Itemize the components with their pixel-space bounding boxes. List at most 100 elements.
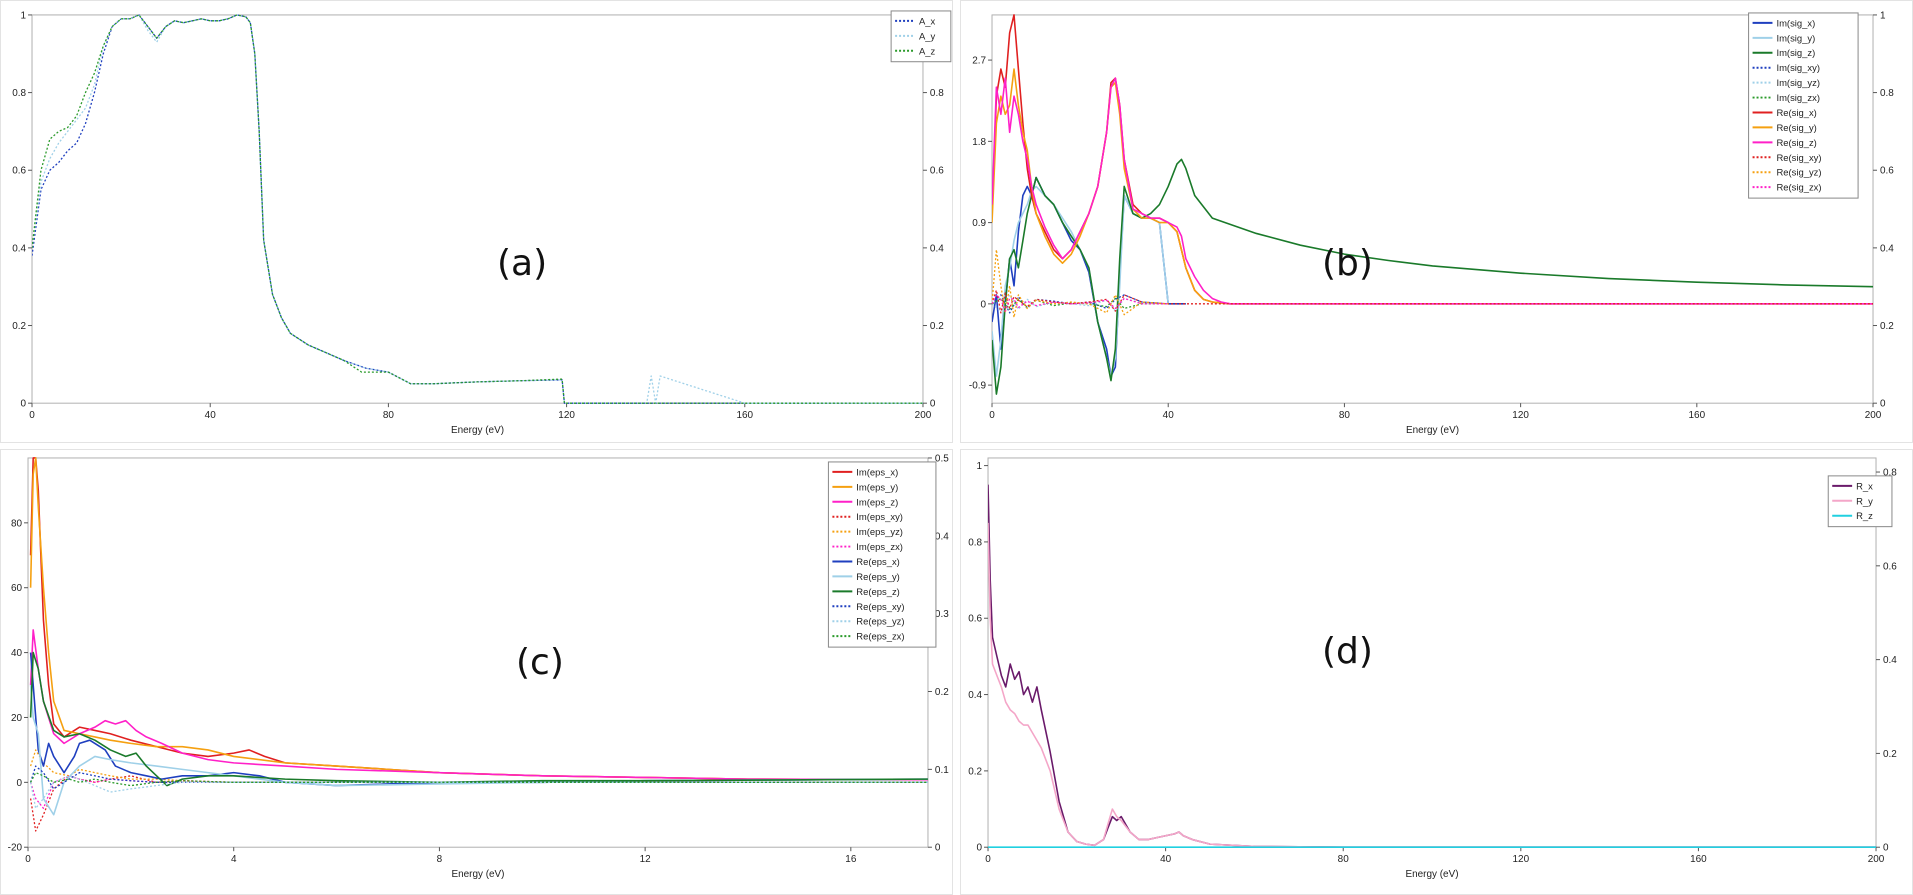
legend: Im(sig_x) Im(sig_y) Im(sig_z) Im(sig_xy) Im(… xyxy=(1748,12,1859,199)
plot-area xyxy=(987,457,1877,848)
series-line-Im(sig_zx) xyxy=(992,297,1169,310)
legend-label: Re(eps_xy) xyxy=(856,602,904,613)
panel-label: (b) xyxy=(1322,243,1373,284)
series-line-Im(eps_z) xyxy=(29,629,928,781)
y-tick-label: 1 xyxy=(21,10,27,21)
legend-label: Im(sig_z) xyxy=(1776,48,1815,59)
y-tick-label: 0.2 xyxy=(12,321,26,332)
series-line-Re(sig_z) xyxy=(992,77,1874,305)
series-line-R_x xyxy=(988,484,1877,849)
legend-label: Im(eps_x) xyxy=(856,467,898,478)
y2-tick-label: 0.5 xyxy=(935,453,949,464)
y2-tick-label: 0.3 xyxy=(935,609,949,620)
y-tick-label: 0 xyxy=(21,399,27,410)
legend-label: Im(sig_yz) xyxy=(1776,78,1820,89)
x-tick-label: 200 xyxy=(1865,410,1882,421)
panel-c: 0 4 8 12 16 Energy (eV) -20 0 20 40 60 80 0 0.1 0.2 0.3… xyxy=(0,449,953,895)
series-line-Im(sig_z) xyxy=(992,158,1874,395)
plot-area xyxy=(27,457,929,848)
series-line-Re(eps_zx) xyxy=(30,771,928,787)
series-line-Im(eps_y) xyxy=(29,457,928,781)
chart-a: 0 40 80 120 160 200 Energy (eV) 0 0.2 0.4 0.6 0.8 1 0… xyxy=(12,10,952,436)
legend-label: Im(eps_z) xyxy=(856,497,898,508)
y2-tick-label: 0.8 xyxy=(1883,468,1897,479)
series-line-A_z xyxy=(32,14,923,404)
legend-label: A_x xyxy=(919,16,936,27)
legend: Im(eps_x) Im(eps_y) Im(eps_z) Im(eps_xy) Im(… xyxy=(827,461,937,648)
series-line-Re(sig_xy) xyxy=(992,289,1874,314)
y-tick-label: 0 xyxy=(977,843,983,854)
series-line-Im(eps_x) xyxy=(29,457,928,781)
y-tick-label: 0.4 xyxy=(12,243,26,254)
series-line-Re(sig_yz) xyxy=(992,249,1169,319)
series-line-Re(eps_yz) xyxy=(29,775,928,809)
y-tick-label: 0.8 xyxy=(12,88,26,99)
y-tick-label: 60 xyxy=(11,583,23,594)
legend-label: Re(eps_y) xyxy=(856,572,900,583)
series-group xyxy=(29,457,928,832)
y2-tick-label: 0.4 xyxy=(1880,243,1894,254)
legend-label: Re(sig_x) xyxy=(1776,108,1816,119)
legend-label: Re(eps_z) xyxy=(856,587,900,598)
legend: A_x A_y A_z xyxy=(890,10,952,63)
y-tick-label: 1 xyxy=(977,461,983,472)
series-group xyxy=(992,14,1874,395)
y-tick-label: 0.2 xyxy=(968,766,982,777)
legend-label: Re(eps_zx) xyxy=(856,632,904,643)
legend-label: A_z xyxy=(919,46,936,57)
legend-label: Im(eps_xy) xyxy=(856,512,903,523)
y2-tick-label: 0 xyxy=(930,399,936,410)
y2-tick-label: 0.8 xyxy=(930,88,944,99)
y2-tick-label: 0.2 xyxy=(1883,749,1897,760)
x-axis-label: Energy (eV) xyxy=(1406,869,1459,880)
series-line-Im(sig_y) xyxy=(992,185,1170,377)
y-tick-label: 2.7 xyxy=(972,56,986,67)
plot-area xyxy=(31,14,924,404)
x-tick-label: 0 xyxy=(25,854,31,865)
y2-tick-label: 0.8 xyxy=(1880,88,1894,99)
y2-tick-label: 1 xyxy=(1880,10,1886,21)
y-tick-label: 0 xyxy=(981,299,987,310)
legend-label: A_y xyxy=(919,31,936,42)
series-line-Re(sig_zx) xyxy=(992,294,1169,312)
legend-label: Re(eps_x) xyxy=(856,557,900,568)
x-tick-label: 16 xyxy=(845,854,857,865)
y-tick-label: -20 xyxy=(8,843,23,854)
x-tick-label: 0 xyxy=(29,410,35,421)
x-tick-label: 40 xyxy=(1163,410,1175,421)
chart-b: 0 40 80 120 160 200 Energy (eV) -0.9 0 0.9 1.8 2.7 0… xyxy=(969,10,1894,436)
series-line-Re(eps_xy) xyxy=(29,765,928,790)
y-tick-label: 1.8 xyxy=(972,137,986,148)
y2-tick-label: 0.4 xyxy=(935,531,949,542)
x-tick-label: 80 xyxy=(1338,854,1350,865)
legend-label: Im(eps_y) xyxy=(856,482,898,493)
panel-label: (d) xyxy=(1322,631,1373,672)
series-line-A_y xyxy=(32,14,923,404)
x-tick-label: 0 xyxy=(989,410,995,421)
panel-b: 0 40 80 120 160 200 Energy (eV) -0.9 0 0.9 1.8 2.7 0… xyxy=(960,0,1913,443)
x-tick-label: 120 xyxy=(1513,854,1530,865)
series-line-Re(eps_y) xyxy=(29,684,928,816)
series-line-R_y xyxy=(988,522,1877,849)
x-axis-label: Energy (eV) xyxy=(451,425,504,436)
x-axis-label: Energy (eV) xyxy=(451,869,504,880)
series-line-Im(eps_yz) xyxy=(29,749,928,783)
legend-label: Im(sig_zx) xyxy=(1776,93,1820,104)
y2-tick-label: 0.4 xyxy=(930,243,944,254)
legend-label: Re(eps_yz) xyxy=(856,617,904,628)
chart-d: 0 40 80 120 160 200 Energy (eV) 0 0.2 0.4 0.6 0.8 1 0… xyxy=(968,457,1897,880)
y2-tick-label: 0 xyxy=(1880,399,1886,410)
y2-tick-label: 0 xyxy=(935,843,941,854)
panel-label: (a) xyxy=(497,243,548,284)
x-tick-label: 4 xyxy=(231,854,237,865)
series-line-Re(eps_z) xyxy=(29,651,928,787)
series-group xyxy=(988,484,1877,849)
x-tick-label: 80 xyxy=(383,410,395,421)
legend-label: Re(sig_yz) xyxy=(1776,168,1821,179)
y-tick-label: 0.8 xyxy=(968,537,982,548)
legend-label: Im(eps_zx) xyxy=(856,542,903,553)
panel-label: (c) xyxy=(516,642,564,683)
legend-label: Re(sig_z) xyxy=(1776,138,1816,149)
y2-tick-label: 0.6 xyxy=(1880,166,1894,177)
x-tick-label: 40 xyxy=(1160,854,1172,865)
